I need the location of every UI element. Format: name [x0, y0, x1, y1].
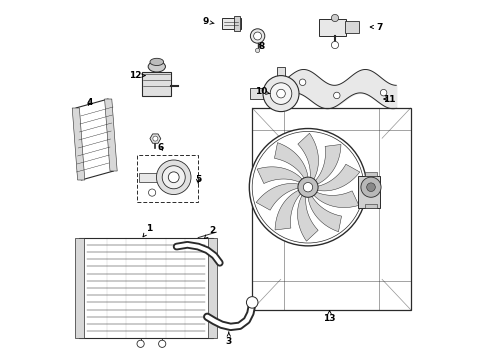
- Circle shape: [263, 76, 299, 112]
- Ellipse shape: [150, 58, 164, 66]
- Circle shape: [255, 48, 260, 53]
- Polygon shape: [257, 167, 304, 184]
- Ellipse shape: [148, 61, 166, 72]
- Polygon shape: [312, 144, 341, 184]
- Circle shape: [277, 89, 285, 98]
- Text: 10: 10: [255, 87, 270, 96]
- Bar: [137, 155, 198, 202]
- Text: 12: 12: [129, 71, 145, 80]
- Text: 11: 11: [383, 94, 395, 104]
- Polygon shape: [298, 133, 319, 183]
- Circle shape: [252, 131, 364, 243]
- Circle shape: [367, 183, 375, 192]
- Polygon shape: [313, 164, 360, 191]
- Bar: [345, 21, 360, 33]
- Polygon shape: [308, 192, 342, 232]
- Bar: [143, 72, 171, 96]
- Circle shape: [380, 89, 387, 96]
- Bar: [221, 18, 242, 29]
- Polygon shape: [297, 192, 318, 241]
- Circle shape: [299, 79, 306, 86]
- Bar: [250, 88, 265, 99]
- Text: 2: 2: [204, 226, 216, 239]
- Text: 6: 6: [157, 143, 164, 152]
- Text: 9: 9: [202, 17, 214, 26]
- Circle shape: [250, 29, 265, 43]
- Circle shape: [334, 92, 340, 99]
- Circle shape: [169, 172, 179, 183]
- Circle shape: [162, 166, 185, 189]
- Polygon shape: [72, 108, 85, 180]
- Bar: [252, 108, 411, 310]
- Bar: [319, 19, 346, 36]
- Polygon shape: [312, 190, 359, 208]
- Bar: [365, 204, 377, 208]
- Bar: [277, 67, 285, 76]
- Circle shape: [159, 340, 166, 347]
- Bar: [208, 238, 217, 338]
- Circle shape: [148, 189, 156, 196]
- Circle shape: [153, 136, 158, 141]
- Polygon shape: [104, 99, 117, 171]
- Bar: [358, 176, 380, 208]
- Polygon shape: [76, 99, 114, 180]
- Circle shape: [331, 14, 339, 22]
- Circle shape: [249, 129, 367, 246]
- Bar: [365, 172, 377, 176]
- Text: 13: 13: [323, 311, 336, 323]
- Text: 4: 4: [87, 98, 94, 107]
- Text: 3: 3: [226, 332, 232, 346]
- Polygon shape: [150, 134, 161, 143]
- Circle shape: [331, 41, 339, 49]
- Polygon shape: [275, 190, 304, 230]
- Circle shape: [137, 340, 144, 347]
- Text: 7: 7: [370, 22, 383, 31]
- Polygon shape: [274, 143, 308, 183]
- Polygon shape: [256, 184, 303, 210]
- Bar: [79, 238, 213, 338]
- Circle shape: [298, 177, 318, 197]
- Circle shape: [303, 183, 313, 192]
- Circle shape: [156, 160, 191, 194]
- Bar: [139, 173, 159, 181]
- Bar: [75, 238, 84, 338]
- Text: 1: 1: [143, 224, 153, 237]
- Text: 8: 8: [258, 42, 264, 51]
- Text: 5: 5: [195, 175, 201, 184]
- Circle shape: [246, 297, 258, 308]
- Bar: [234, 16, 240, 31]
- Circle shape: [254, 32, 262, 40]
- Circle shape: [270, 83, 292, 104]
- Circle shape: [361, 177, 381, 197]
